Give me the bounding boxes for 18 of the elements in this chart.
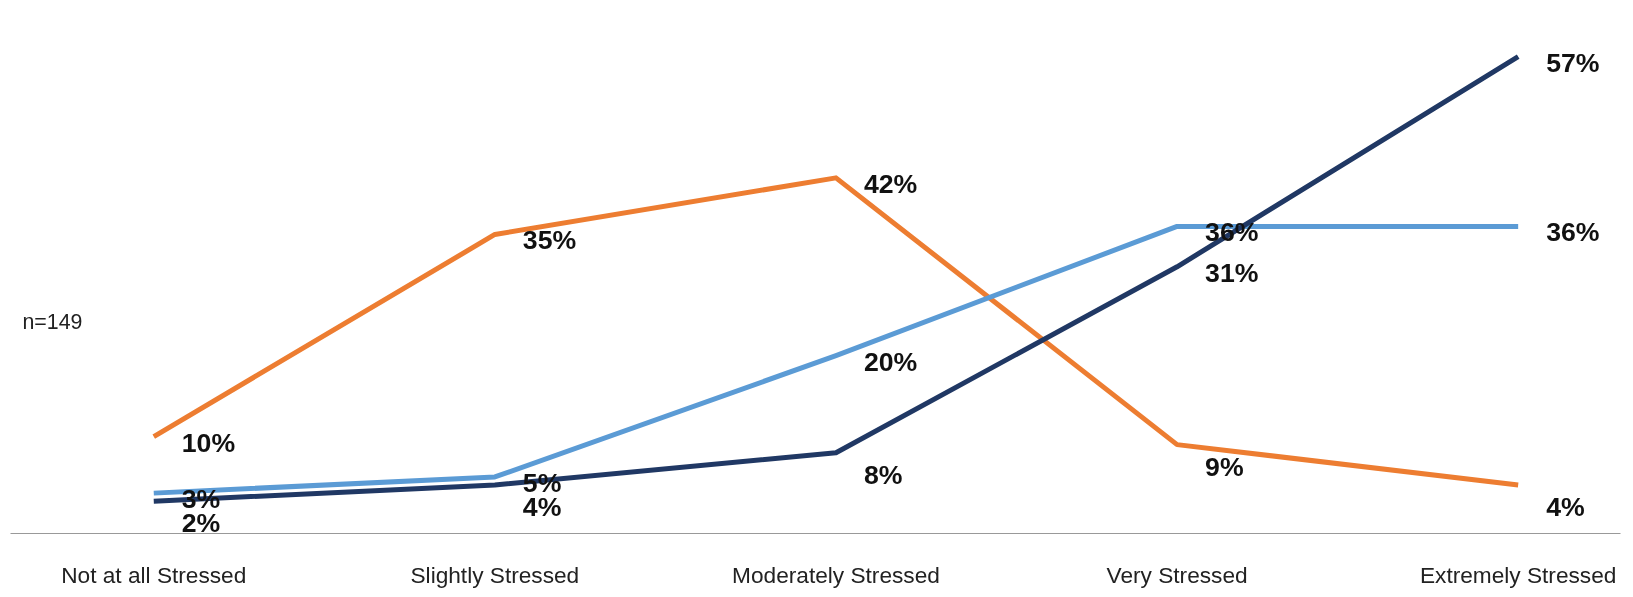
data-label: 4%	[1546, 492, 1585, 523]
data-label: 31%	[1205, 257, 1259, 288]
data-label: 57%	[1546, 47, 1600, 78]
data-label: 4%	[522, 492, 562, 523]
data-label: 35%	[522, 225, 577, 256]
annotation: n=149	[22, 309, 83, 334]
data-label: 20%	[863, 346, 918, 377]
x-tick-label: Slightly Stressed	[410, 561, 580, 588]
data-label: 10%	[181, 427, 236, 458]
x-tick-label: Extremely Stressed	[1419, 561, 1617, 588]
data-label: 9%	[1205, 451, 1244, 482]
x-tick-label: Moderately Stressed	[732, 561, 940, 588]
data-label: 42%	[863, 168, 918, 199]
data-label: 8%	[863, 459, 903, 490]
data-label: 2%	[181, 508, 221, 539]
x-tick-label: Very Stressed	[1106, 561, 1248, 588]
data-label: 36%	[1546, 217, 1600, 248]
x-tick-label: Not at all Stressed	[61, 561, 247, 588]
